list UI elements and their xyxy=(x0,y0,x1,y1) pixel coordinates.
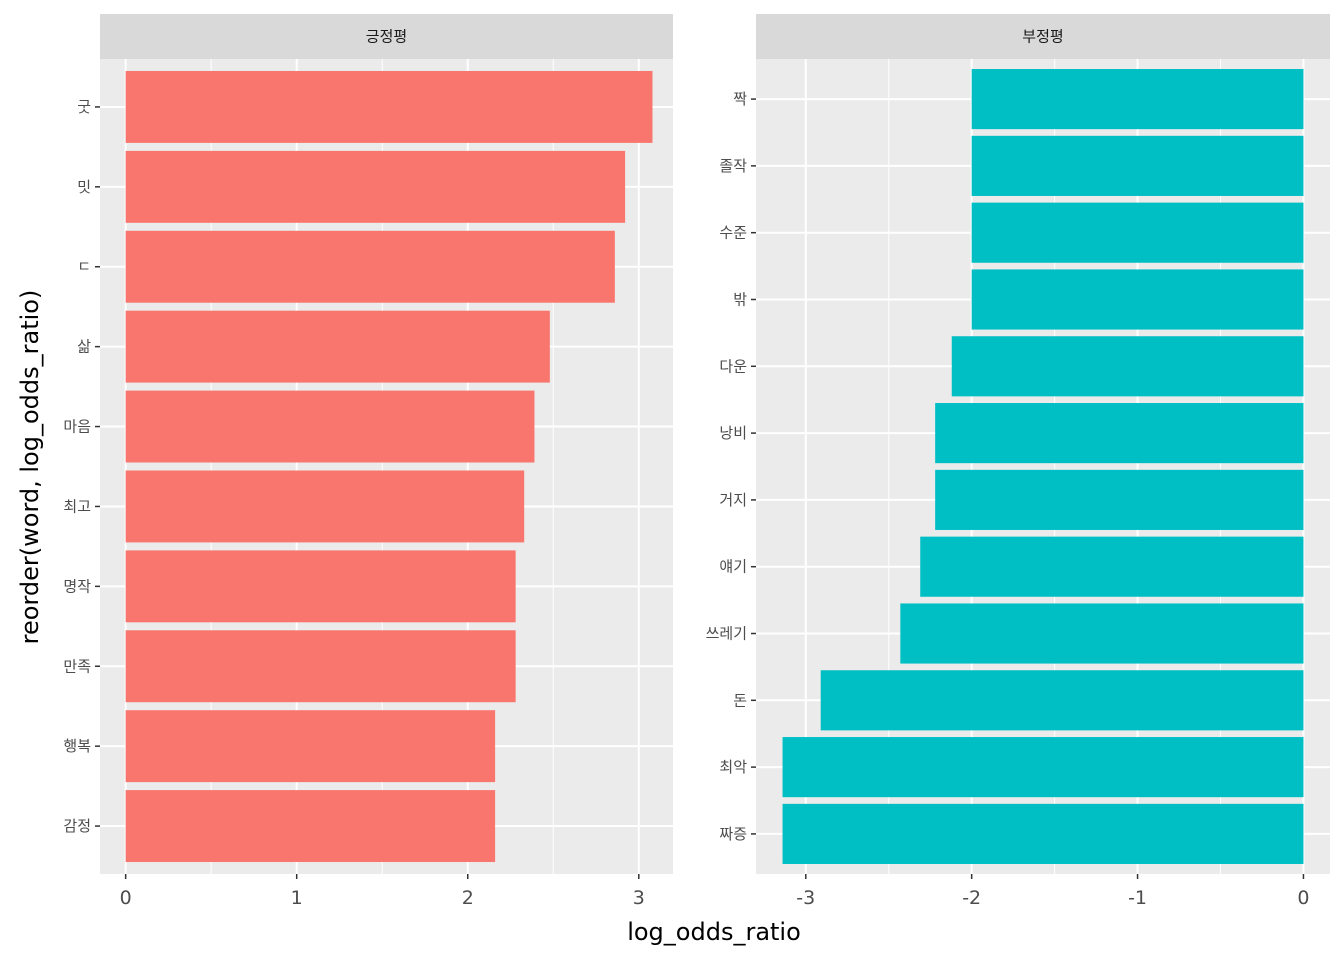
x-tick-label: -1 xyxy=(1128,887,1147,909)
y-tick-label: 짜증 xyxy=(719,825,747,843)
bar-낭비 xyxy=(935,403,1304,464)
y-tick-label: 거지 xyxy=(719,491,747,509)
x-tick-label: 3 xyxy=(633,887,645,909)
y-axis-title: reorder(word, log_odds_ratio) xyxy=(16,290,44,645)
facet-title: 긍정평 xyxy=(366,28,407,46)
y-tick-label: 얘기 xyxy=(719,558,747,576)
bar-돈 xyxy=(820,670,1304,731)
y-tick-label: 밖 xyxy=(733,290,747,308)
facet-strip xyxy=(756,14,1330,59)
x-tick-label: 2 xyxy=(462,887,474,909)
bar-삶 xyxy=(125,310,550,383)
y-tick-label: 짝 xyxy=(733,90,747,108)
x-tick-label: 1 xyxy=(291,887,303,909)
y-tick-label: 명작 xyxy=(63,577,91,595)
y-tick-label: 쓰레기 xyxy=(706,625,747,643)
bar-쓰레기 xyxy=(900,603,1304,664)
bar-ㄷ xyxy=(125,230,615,303)
y-tick-label: 밋 xyxy=(77,178,91,196)
y-tick-label: 낭비 xyxy=(719,424,747,442)
facet-strip xyxy=(100,14,673,59)
bar-다운 xyxy=(951,336,1304,397)
bar-명작 xyxy=(125,550,516,623)
y-tick-label: 감정 xyxy=(63,817,91,835)
x-tick-label: -3 xyxy=(796,887,815,909)
bar-최고 xyxy=(125,470,525,543)
bar-밋 xyxy=(125,150,626,223)
y-tick-label: 행복 xyxy=(63,737,91,755)
bar-거지 xyxy=(935,469,1304,530)
bar-졸작 xyxy=(971,135,1304,196)
y-tick-label: 돈 xyxy=(733,691,747,709)
y-tick-label: 마음 xyxy=(63,418,91,436)
y-tick-label: 최고 xyxy=(63,497,91,515)
y-tick-label: ㄷ xyxy=(77,258,91,276)
y-tick-label: 졸작 xyxy=(719,157,747,175)
bar-짝 xyxy=(971,69,1304,130)
bar-굿 xyxy=(125,70,653,143)
bar-감정 xyxy=(125,790,496,863)
y-tick-label: 만족 xyxy=(63,657,91,675)
bar-만족 xyxy=(125,630,516,703)
y-tick-label: 굿 xyxy=(77,98,91,116)
bar-마음 xyxy=(125,390,535,463)
bar-짜증 xyxy=(782,803,1304,864)
bar-얘기 xyxy=(920,536,1304,597)
x-tick-label: 0 xyxy=(1297,887,1309,909)
y-tick-label: 다운 xyxy=(719,357,747,375)
bar-수준 xyxy=(971,202,1304,263)
x-axis-title: log_odds_ratio xyxy=(627,918,801,946)
bar-최악 xyxy=(782,737,1304,798)
facet-title: 부정평 xyxy=(1022,28,1063,46)
bar-밖 xyxy=(971,269,1304,330)
x-tick-label: -2 xyxy=(962,887,981,909)
x-tick-label: 0 xyxy=(120,887,132,909)
y-tick-label: 수준 xyxy=(719,224,747,242)
y-tick-label: 최악 xyxy=(719,758,747,776)
y-tick-label: 삶 xyxy=(77,338,91,356)
bar-행복 xyxy=(125,710,496,783)
